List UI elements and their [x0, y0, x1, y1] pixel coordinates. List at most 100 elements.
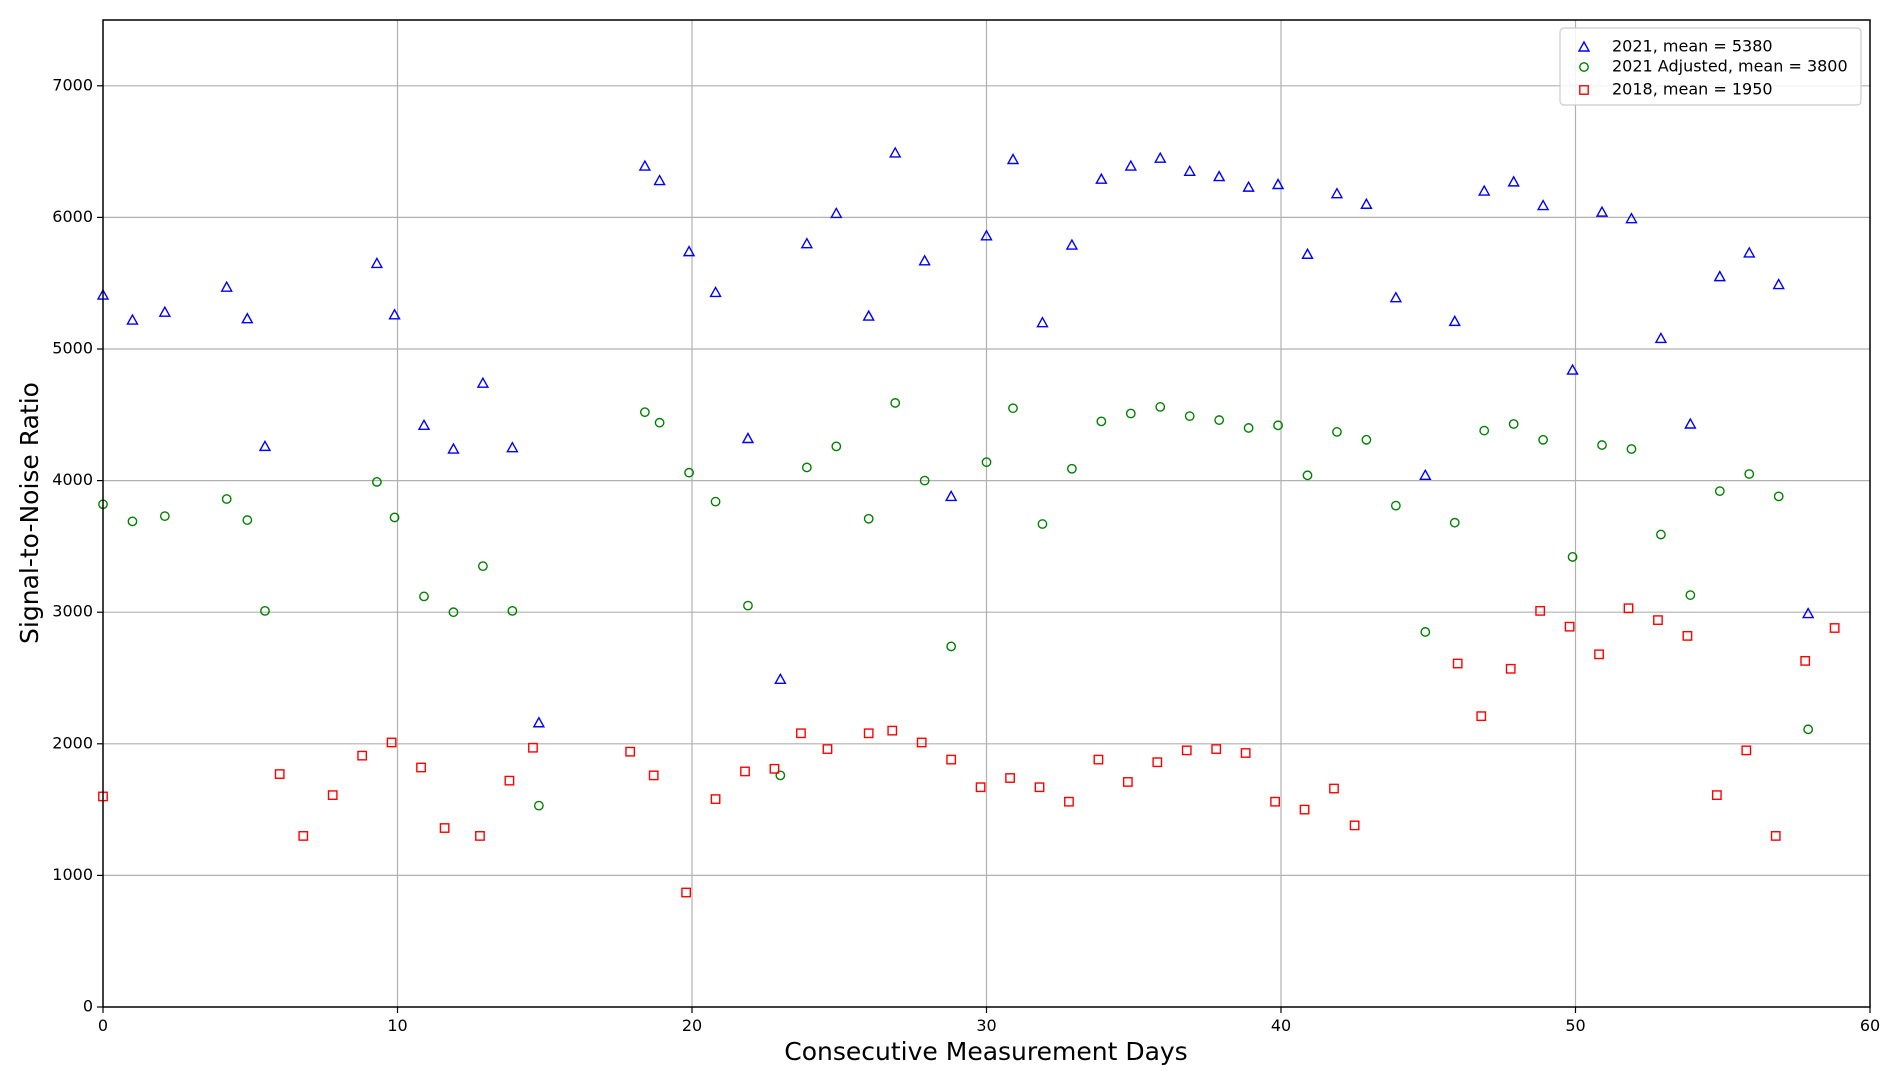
data-point	[710, 794, 721, 804]
data-point	[1713, 270, 1726, 282]
data-point	[975, 782, 986, 793]
data-point	[1212, 170, 1226, 182]
data-point	[528, 742, 538, 753]
data-point	[258, 439, 272, 452]
data-point	[1800, 655, 1811, 666]
x-tick-label: 50	[1565, 1016, 1585, 1035]
data-point	[741, 432, 755, 444]
series-2	[98, 398, 1814, 811]
x-axis-label: Consecutive Measurement Days	[784, 1037, 1187, 1066]
data-point	[769, 763, 780, 774]
data-point	[625, 746, 636, 757]
data-point	[1773, 491, 1784, 502]
data-point	[889, 146, 902, 158]
data-point	[1654, 332, 1668, 344]
data-point	[1152, 757, 1163, 768]
legend-label-series-2: 2021 Adjusted, mean = 3800	[1612, 57, 1848, 76]
legend-markers	[1577, 40, 1591, 95]
data-point	[1478, 184, 1491, 196]
y-tick-label: 1000	[52, 865, 93, 884]
data-point	[1155, 402, 1166, 412]
legend: 2021, mean = 5380 2021 Adjusted, mean = …	[1559, 27, 1862, 106]
data-point	[1302, 470, 1313, 481]
x-tick-label: 10	[387, 1016, 407, 1035]
data-point	[1184, 411, 1195, 422]
data-point	[1332, 427, 1342, 437]
data-point	[476, 376, 490, 388]
legend-frame	[1559, 27, 1862, 106]
data-point	[1448, 314, 1461, 327]
data-point	[1390, 500, 1401, 511]
data-point	[220, 280, 233, 292]
y-axis-label: Signal-to-Noise Ratio	[15, 382, 44, 644]
data-point	[504, 775, 515, 786]
data-point	[946, 641, 957, 652]
data-point	[389, 512, 400, 523]
data-point	[862, 309, 875, 321]
data-point	[416, 762, 426, 773]
data-point	[774, 672, 787, 685]
data-point	[1741, 745, 1752, 756]
data-point	[1538, 434, 1549, 445]
data-point	[478, 561, 488, 572]
data-point	[1095, 172, 1108, 184]
data-point	[439, 823, 450, 833]
y-tick-label: 7000	[52, 75, 93, 94]
data-point	[1008, 403, 1018, 414]
data-point	[1037, 519, 1048, 529]
data-point	[709, 285, 722, 298]
data-point	[654, 417, 665, 428]
data-point	[944, 489, 958, 502]
data-point	[1361, 434, 1372, 445]
data-point	[1535, 605, 1546, 616]
data-point	[1271, 178, 1285, 190]
data-point	[1452, 658, 1463, 669]
data-point	[796, 728, 806, 739]
legend-label-series-3: 2018, mean = 1950	[1612, 80, 1773, 99]
data-point	[1711, 790, 1722, 801]
data-point	[1329, 783, 1339, 794]
x-tick-label: 30	[976, 1016, 996, 1035]
data-point	[1801, 607, 1815, 619]
data-point	[221, 494, 232, 504]
data-point	[1122, 777, 1133, 787]
data-point	[831, 441, 842, 452]
data-point	[357, 750, 368, 761]
data-point	[1096, 416, 1107, 427]
data-point	[1419, 468, 1432, 481]
x-tick-label: 0	[98, 1016, 108, 1035]
data-point	[1125, 408, 1136, 419]
x-tick-label: 20	[682, 1016, 702, 1035]
data-point	[1211, 744, 1222, 754]
data-point	[981, 457, 992, 468]
data-point	[1744, 469, 1755, 479]
data-point	[126, 313, 139, 325]
data-point	[274, 769, 285, 779]
data-point	[159, 511, 170, 522]
data-point	[1124, 159, 1137, 171]
data-point	[801, 462, 812, 473]
data-point	[1389, 291, 1403, 303]
data-point	[327, 790, 338, 801]
data-point	[648, 770, 659, 781]
series-3	[98, 603, 1840, 898]
data-point	[1349, 820, 1360, 831]
data-point	[1507, 175, 1520, 187]
x-tick-label: 40	[1271, 1016, 1291, 1035]
data-point	[242, 515, 253, 525]
data-point	[1299, 804, 1310, 815]
data-point	[1508, 419, 1519, 429]
data-point	[1183, 164, 1196, 177]
data-point	[1770, 831, 1781, 841]
y-tick-label: 0	[83, 997, 93, 1016]
axis-ticks: 0 10 20 30 40 50 60 0 1000 2000 3000 4000 5000 6000 70…	[52, 75, 1880, 1035]
data-point	[1505, 663, 1516, 674]
data-point	[417, 418, 431, 431]
legend-marker-series-1	[1577, 40, 1591, 52]
data-point	[1597, 440, 1607, 450]
data-point	[1685, 590, 1696, 600]
y-tick-label: 6000	[52, 207, 93, 226]
data-point	[1240, 748, 1251, 758]
data-point	[863, 728, 874, 739]
